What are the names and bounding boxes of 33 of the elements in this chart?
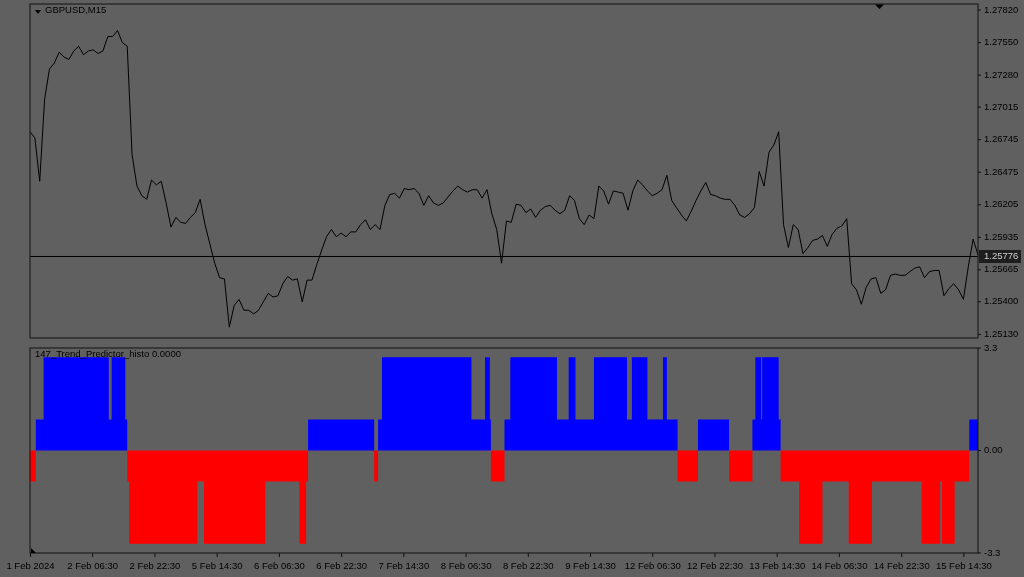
x-tick-label: 2 Feb 22:30 xyxy=(129,560,181,571)
y-tick-label: 1.27550 xyxy=(984,36,1019,48)
chart-title: GBPUSD,M15 xyxy=(45,4,107,15)
y-tick-label: 3.3 xyxy=(984,341,998,353)
y-tick-label: 0.00 xyxy=(984,444,1003,456)
x-tick-label: 8 Feb 06:30 xyxy=(440,560,492,571)
x-tick-label: 2 Feb 06:30 xyxy=(67,560,119,571)
y-tick-label: 1.27280 xyxy=(984,68,1019,80)
y-tick-label: 1.26745 xyxy=(984,133,1019,145)
x-tick-label: 6 Feb 06:30 xyxy=(254,560,305,571)
y-tick-label: 1.25130 xyxy=(984,327,1019,339)
ref-line-label: 1.25776 xyxy=(984,250,1019,262)
x-tick-label: 13 Feb 14:30 xyxy=(749,560,806,571)
chart-title: 147_Trend_Predictor_histo 0.0000 xyxy=(35,348,181,359)
x-tick-label: 5 Feb 14:30 xyxy=(191,560,243,571)
y-tick-label: 1.27015 xyxy=(984,100,1019,112)
x-tick-label: 12 Feb 06:30 xyxy=(624,560,681,571)
y-tick-label: 1.27820 xyxy=(984,3,1019,15)
x-tick-label: 1 Feb 2024 xyxy=(6,560,55,571)
y-tick-label: 1.26475 xyxy=(984,165,1019,177)
y-tick-label: -3.3 xyxy=(984,546,1001,558)
y-tick-label: 1.25400 xyxy=(984,295,1019,307)
x-tick-label: 12 Feb 22:30 xyxy=(686,560,743,571)
x-tick-label: 14 Feb 06:30 xyxy=(811,560,868,571)
x-tick-label: 14 Feb 22:30 xyxy=(873,560,930,571)
x-tick-label: 9 Feb 14:30 xyxy=(565,560,616,571)
x-tick-label: 15 Feb 14:30 xyxy=(935,560,992,571)
y-tick-label: 1.26205 xyxy=(984,198,1019,210)
x-tick-label: 7 Feb 14:30 xyxy=(378,560,430,571)
y-tick-label: 1.25935 xyxy=(984,230,1019,242)
x-tick-label: 6 Feb 22:30 xyxy=(316,560,367,571)
y-tick-label: 1.25665 xyxy=(984,263,1019,275)
x-tick-label: 8 Feb 22:30 xyxy=(502,560,554,571)
